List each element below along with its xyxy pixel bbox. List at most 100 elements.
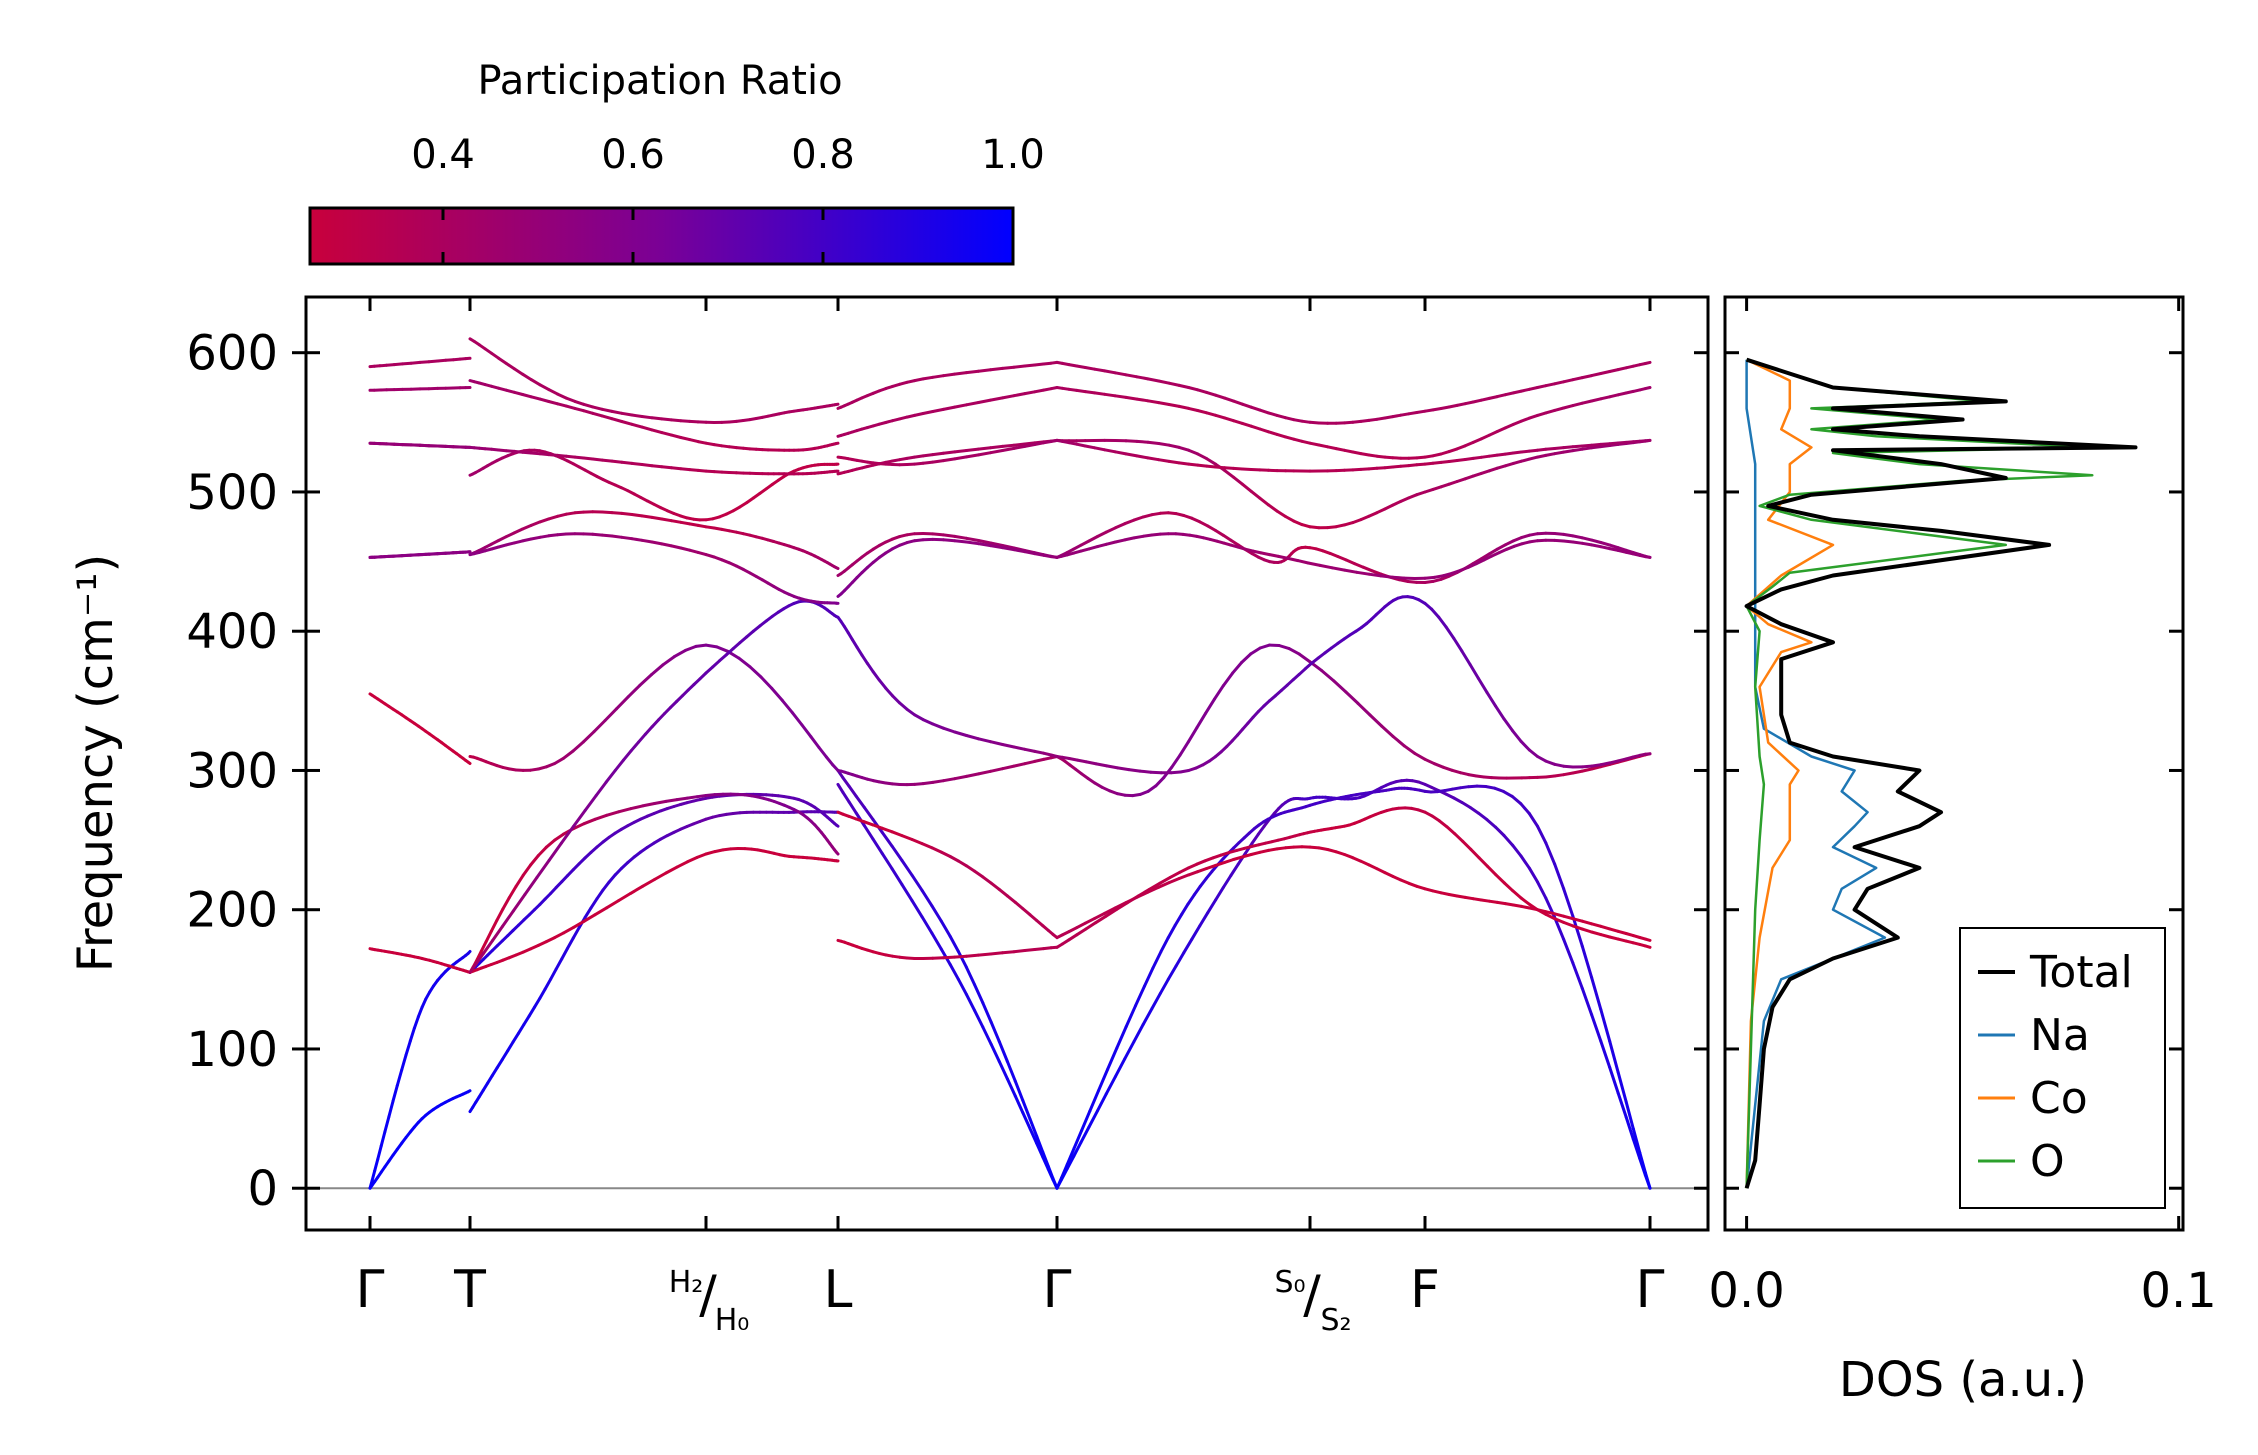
band-segment bbox=[989, 740, 1004, 746]
band-segment bbox=[1562, 764, 1575, 769]
band-segment bbox=[1306, 561, 1322, 567]
band-segment bbox=[670, 433, 683, 439]
band-segment bbox=[1214, 529, 1225, 537]
band-segment bbox=[1599, 545, 1612, 551]
band-segment bbox=[1580, 767, 1594, 773]
band-segment bbox=[1088, 1089, 1100, 1113]
band-segment bbox=[941, 538, 957, 543]
band-segment bbox=[1468, 663, 1480, 680]
band-segment bbox=[1103, 448, 1117, 454]
dos-lines bbox=[1744, 357, 2138, 1189]
band-segment bbox=[890, 830, 904, 838]
band-segment bbox=[1494, 825, 1506, 837]
band-segment bbox=[1135, 890, 1150, 899]
band-segment bbox=[1599, 1039, 1612, 1069]
band-segment bbox=[1114, 538, 1127, 544]
band-segment bbox=[1355, 570, 1371, 576]
band-segment bbox=[592, 719, 607, 734]
band-segment bbox=[964, 864, 976, 873]
band-segment bbox=[989, 396, 1004, 402]
band-segment bbox=[1391, 735, 1406, 748]
band-segment bbox=[1157, 442, 1171, 447]
band-segment bbox=[1320, 669, 1336, 683]
band-segment bbox=[948, 855, 960, 863]
band-segment bbox=[610, 534, 624, 539]
band-segment bbox=[965, 540, 980, 546]
band-segment bbox=[941, 726, 957, 734]
band-segment bbox=[1580, 986, 1594, 1017]
band-segment bbox=[395, 1068, 404, 1087]
band-segment bbox=[1616, 1091, 1628, 1119]
band-segment bbox=[1590, 543, 1603, 549]
band-segment bbox=[593, 906, 609, 917]
band-segment bbox=[989, 1042, 1001, 1063]
band-band-12 bbox=[368, 337, 1652, 425]
band-segment bbox=[582, 456, 595, 461]
band-segment bbox=[1023, 550, 1037, 556]
band-segment bbox=[572, 809, 587, 828]
band-segment bbox=[582, 409, 595, 415]
band-segment bbox=[686, 855, 699, 864]
band-segment bbox=[535, 858, 551, 879]
band-segment bbox=[1553, 532, 1566, 536]
band-segment bbox=[953, 774, 968, 781]
band-segment bbox=[629, 884, 645, 895]
band-segment bbox=[1065, 1147, 1076, 1166]
band-segment bbox=[1166, 923, 1177, 940]
kpoint-label: H₂/H₀ bbox=[669, 1265, 750, 1338]
band-segment bbox=[1135, 439, 1150, 444]
band-segment bbox=[1527, 812, 1539, 828]
band-segment bbox=[1167, 877, 1181, 885]
band-segment bbox=[547, 841, 563, 862]
band-segment bbox=[491, 924, 504, 943]
band-segment bbox=[977, 446, 993, 451]
band-segment bbox=[900, 859, 914, 877]
band-segment bbox=[626, 683, 642, 699]
band-segment bbox=[507, 884, 518, 900]
kpoint-label-slash: / bbox=[699, 1265, 717, 1325]
band-segment bbox=[989, 444, 1004, 450]
band-segment bbox=[594, 780, 608, 798]
band-segment bbox=[1221, 874, 1233, 889]
band-segment bbox=[1275, 509, 1287, 518]
band-segment bbox=[1452, 796, 1464, 804]
band-segment bbox=[1437, 615, 1448, 629]
band-segment bbox=[884, 686, 894, 698]
band-segment bbox=[965, 447, 980, 452]
band-segment bbox=[474, 951, 486, 966]
band-segment bbox=[1135, 397, 1150, 403]
band-segment bbox=[1485, 690, 1497, 708]
band-segment bbox=[549, 967, 558, 981]
band-segment bbox=[1441, 571, 1454, 578]
band-segment bbox=[670, 418, 683, 423]
band-segment bbox=[953, 449, 968, 454]
band-segment bbox=[621, 749, 633, 762]
band-segment bbox=[1258, 643, 1271, 650]
band-segment bbox=[1055, 1176, 1064, 1190]
band-segment bbox=[1023, 363, 1037, 368]
band-segment bbox=[1432, 574, 1445, 579]
band-segment bbox=[1012, 444, 1027, 450]
y-tick-label: 400 bbox=[186, 604, 278, 660]
band-segment bbox=[694, 643, 708, 648]
band-segment bbox=[1631, 1137, 1642, 1161]
band-segment bbox=[554, 957, 564, 971]
band-segment bbox=[931, 374, 945, 379]
band-segment bbox=[556, 392, 568, 400]
band-segment bbox=[610, 511, 624, 515]
band-segment bbox=[630, 422, 644, 429]
band-segment bbox=[704, 643, 719, 649]
band-segment bbox=[1166, 964, 1178, 981]
band-segment bbox=[1083, 366, 1097, 371]
band-segment bbox=[408, 1026, 416, 1043]
band-segment bbox=[939, 919, 952, 938]
band-segment bbox=[973, 983, 985, 1005]
band-segment bbox=[370, 1169, 377, 1183]
band-segment bbox=[638, 673, 653, 687]
band-segment bbox=[1590, 763, 1603, 768]
legend-label: O bbox=[2030, 1136, 2065, 1187]
band-segment bbox=[877, 678, 888, 690]
band-segment bbox=[973, 1008, 985, 1029]
band-segment bbox=[898, 701, 909, 711]
band-segment bbox=[1423, 575, 1436, 580]
